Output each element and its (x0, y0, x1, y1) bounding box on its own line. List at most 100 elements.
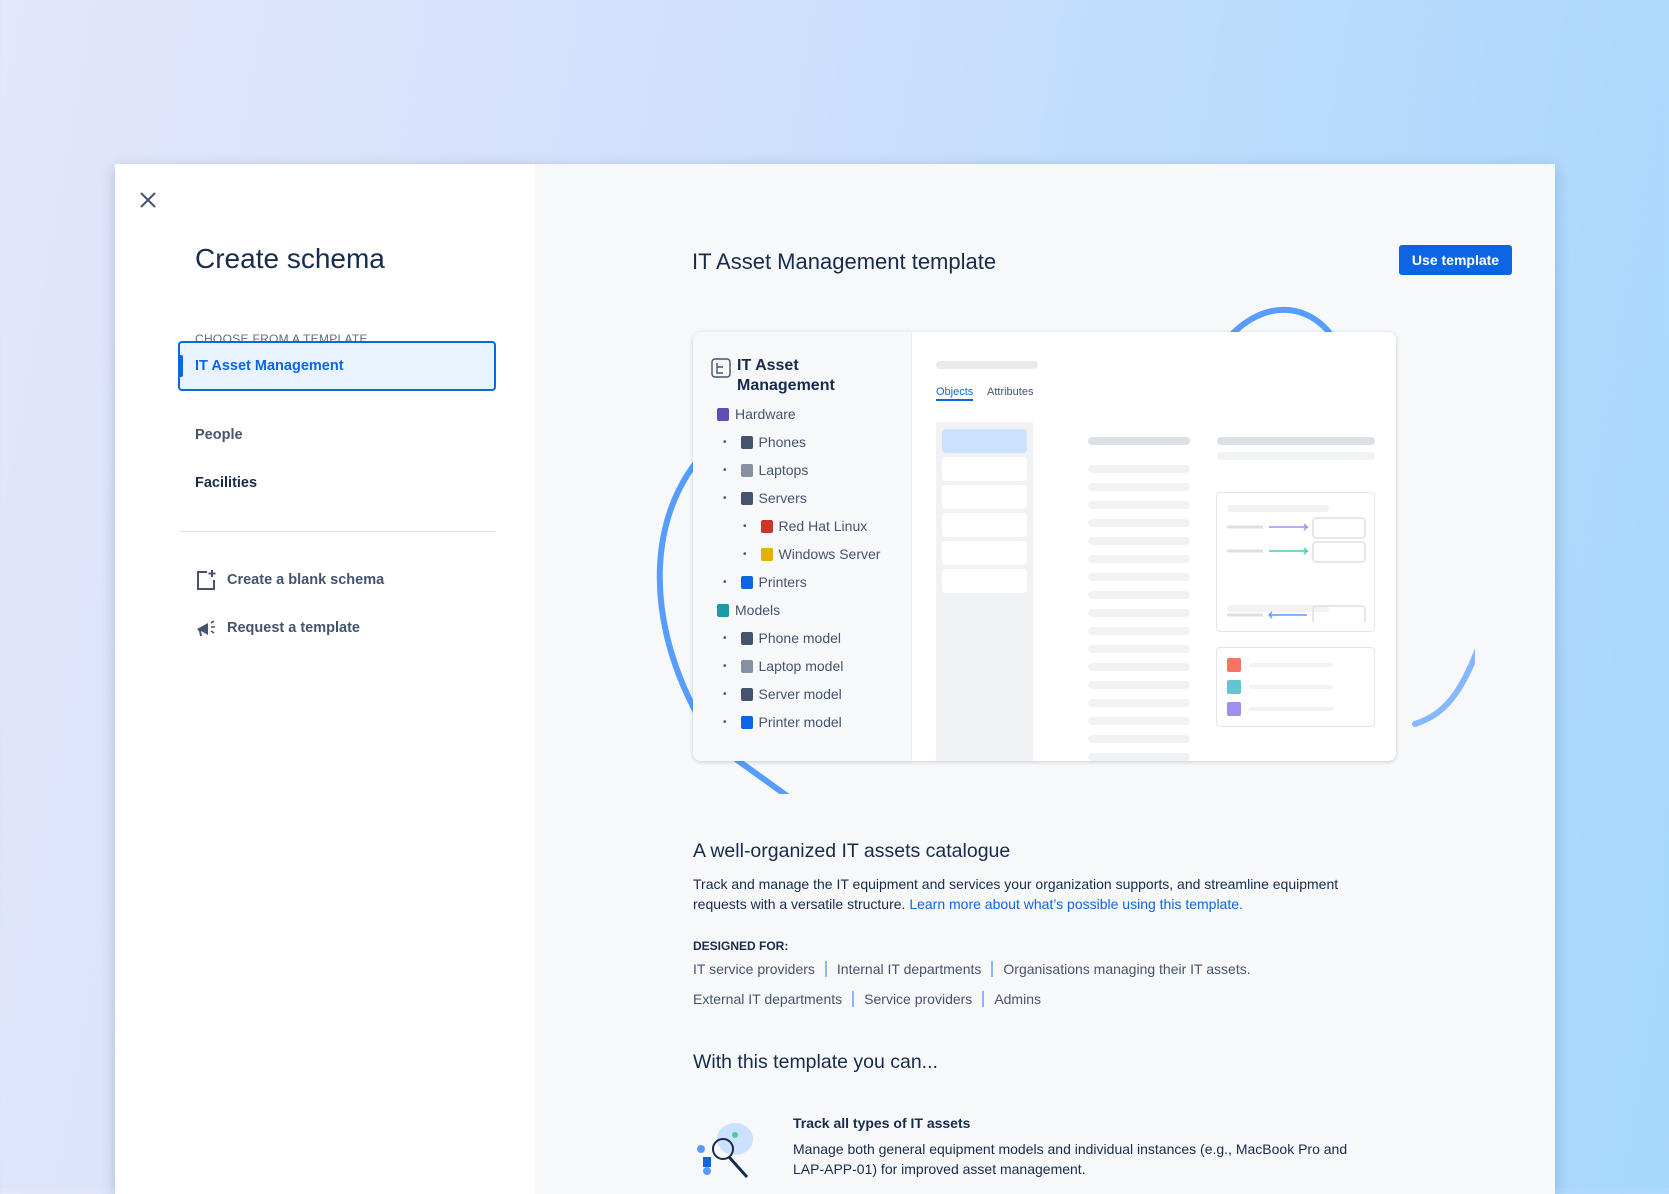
schema-name: IT Asset Management (737, 357, 835, 394)
asset-icon (740, 659, 753, 673)
skeleton-line (1088, 537, 1190, 545)
asset-icon (740, 687, 753, 701)
feature-description: Manage both general equipment models and… (793, 1141, 1348, 1177)
divider (179, 531, 495, 532)
skeleton-line (1088, 501, 1190, 509)
bullet: • (723, 576, 727, 588)
designed-for-row: IT service providers Internal IT departme… (693, 961, 1261, 977)
legend-panel (1216, 647, 1375, 727)
description: Track and manage the IT equipment and se… (693, 874, 1393, 914)
bullet: • (743, 548, 747, 560)
request-template-button[interactable]: Request a template (195, 617, 360, 639)
create-schema-modal: Create schema CHOOSE FROM A TEMPLATE IT … (115, 164, 1555, 1194)
skeleton-line (1088, 645, 1190, 653)
tree-item-label: Models (735, 602, 781, 618)
skeleton-line (1088, 437, 1190, 445)
tree-item: • Printer model (723, 714, 842, 730)
skeleton-line (1088, 735, 1190, 743)
tree-item: • Windows Server (743, 546, 880, 562)
asset-icon (740, 631, 753, 645)
audience-tag: External IT departments (693, 991, 843, 1007)
skeleton-line (1088, 609, 1190, 617)
bullet: • (723, 716, 727, 728)
tab-attributes: Attributes (987, 386, 1034, 398)
asset-icon (740, 435, 753, 449)
tree-item-label: Laptop model (758, 658, 844, 674)
legend-swatch (1227, 702, 1241, 716)
request-template-label: Request a template (227, 620, 360, 636)
skeleton-line (1249, 685, 1333, 689)
legend-swatch (1227, 680, 1241, 694)
template-facilities[interactable]: Facilities (195, 475, 258, 491)
template-it-asset-management[interactable]: IT Asset Management (178, 341, 496, 391)
tree-item-label: Windows Server (778, 546, 881, 562)
relation-panel (1216, 492, 1375, 632)
bullet: • (743, 520, 747, 532)
asset-icon (717, 407, 729, 421)
tree-item-label: Server model (758, 686, 842, 702)
skeleton-line (1088, 555, 1190, 563)
sidebar: Create schema CHOOSE FROM A TEMPLATE IT … (115, 164, 535, 1194)
add-page-icon (197, 570, 216, 590)
create-blank-schema-label: Create a blank schema (227, 572, 385, 588)
tree-item-label: Hardware (735, 406, 796, 422)
skeleton-line (1088, 663, 1190, 671)
use-template-button[interactable]: Use template (1399, 245, 1512, 275)
audience-tag: Service providers (852, 991, 982, 1007)
bullet: • (723, 660, 727, 672)
tree-item: Hardware (717, 406, 796, 422)
close-icon[interactable] (137, 189, 159, 211)
skeleton-line (1249, 663, 1333, 667)
features-heading: With this template you can... (693, 1051, 938, 1073)
skeleton-line (1088, 681, 1190, 689)
legend-swatch (1227, 658, 1241, 672)
tree-item: • Printers (723, 574, 807, 590)
tree-item-label: Servers (758, 490, 807, 506)
asset-icon (740, 463, 753, 477)
tree-item: • Phones (723, 434, 806, 450)
track-assets-illustration (697, 1123, 753, 1179)
template-details: IT Asset Management template Use templat… (535, 164, 1555, 1194)
skeleton-line (1088, 717, 1190, 725)
asset-icon (740, 715, 753, 729)
tree-item: • Red Hat Linux (743, 518, 867, 534)
skeleton-line (1088, 519, 1190, 527)
tree-item: • Servers (723, 490, 807, 506)
object-list (936, 422, 1033, 761)
skeleton-line (1249, 707, 1333, 711)
schema-icon (711, 358, 731, 378)
template-people[interactable]: People (195, 427, 243, 443)
tree-item: Models (717, 602, 780, 618)
designed-for-row: External IT departments Service providers… (693, 991, 1051, 1007)
skeleton-line (1088, 465, 1190, 473)
bullet: • (723, 436, 727, 448)
audience-tag: Admins (982, 991, 1051, 1007)
tree-item: • Phone model (723, 630, 841, 646)
audience-tag: Organisations managing their IT assets. (991, 961, 1260, 977)
skeleton-line (1088, 573, 1190, 581)
template-title: IT Asset Management template (692, 249, 997, 274)
skeleton-line (1088, 753, 1190, 761)
tab-objects: Objects (936, 386, 974, 401)
bullet: • (723, 464, 727, 476)
tree-item-label: Phones (758, 434, 806, 450)
tree-item-label: Printer model (758, 714, 842, 730)
skeleton-line (1088, 483, 1190, 491)
audience-tag: Internal IT departments (824, 961, 991, 977)
schema-tree: IT Asset Management Hardware • Phones • Lapt… (693, 332, 912, 761)
tree-item-label: Printers (758, 574, 807, 590)
asset-icon (740, 575, 753, 589)
tree-item-label: Red Hat Linux (778, 518, 868, 534)
create-blank-schema-button[interactable]: Create a blank schema (195, 569, 384, 591)
feature-title: Track all types of IT assets (793, 1115, 971, 1131)
asset-icon (760, 519, 773, 533)
learn-more-link[interactable]: Learn more about what’s possible using t… (909, 896, 1243, 912)
tree-item: • Laptops (723, 462, 808, 478)
description-text: Track and manage the IT equipment and se… (693, 876, 1339, 912)
bullet: • (723, 688, 727, 700)
asset-icon (740, 491, 753, 505)
tree-item: • Server model (723, 686, 842, 702)
section-heading: A well-organized IT assets catalogue (693, 840, 1011, 862)
audience-tag: IT service providers (693, 961, 815, 977)
bullet: • (723, 492, 727, 504)
